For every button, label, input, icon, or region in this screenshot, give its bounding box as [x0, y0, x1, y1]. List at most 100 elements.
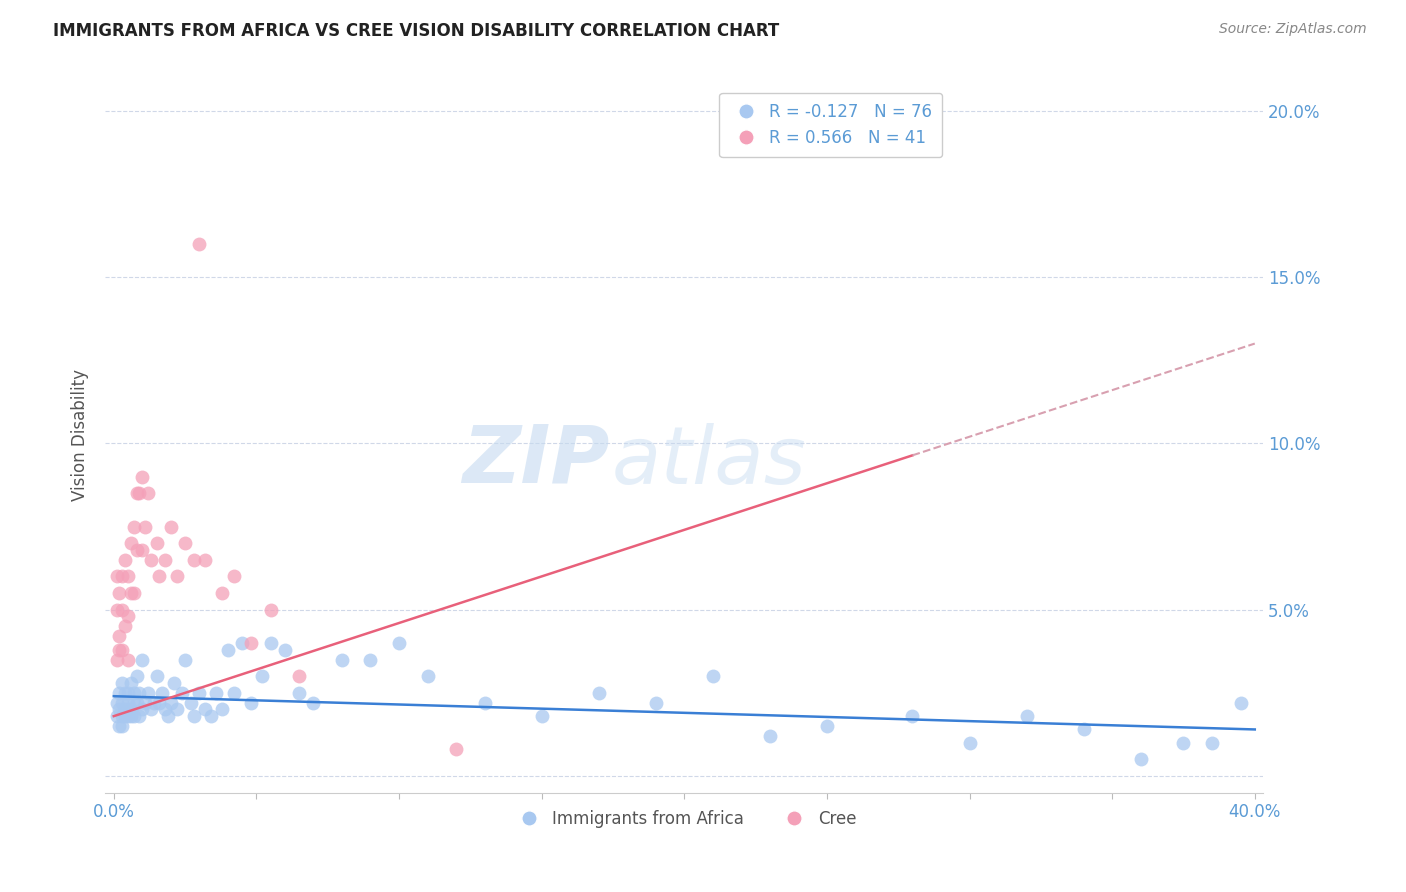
Point — [114, 702, 136, 716]
Point — [139, 702, 162, 716]
Point — [122, 586, 145, 600]
Point — [231, 636, 253, 650]
Point — [274, 642, 297, 657]
Point — [222, 569, 245, 583]
Point — [166, 702, 188, 716]
Point — [759, 729, 782, 743]
Point — [239, 636, 262, 650]
Point — [114, 709, 136, 723]
Point — [131, 469, 153, 483]
Point — [114, 553, 136, 567]
Point — [105, 709, 128, 723]
Point — [120, 709, 142, 723]
Point — [105, 603, 128, 617]
Point — [222, 686, 245, 700]
Point — [105, 569, 128, 583]
Point — [239, 696, 262, 710]
Text: Source: ZipAtlas.com: Source: ZipAtlas.com — [1219, 22, 1367, 37]
Point — [330, 652, 353, 666]
Text: atlas: atlas — [612, 423, 806, 501]
Point — [588, 686, 610, 700]
Point — [250, 669, 273, 683]
Point — [125, 669, 148, 683]
Point — [122, 709, 145, 723]
Point — [131, 542, 153, 557]
Point — [108, 586, 131, 600]
Point — [180, 696, 202, 710]
Point — [444, 742, 467, 756]
Point — [117, 609, 139, 624]
Point — [120, 676, 142, 690]
Point — [108, 629, 131, 643]
Point — [1229, 696, 1251, 710]
Point — [105, 696, 128, 710]
Point — [139, 553, 162, 567]
Point — [131, 652, 153, 666]
Point — [148, 696, 170, 710]
Point — [163, 676, 186, 690]
Point — [136, 486, 159, 500]
Point — [416, 669, 439, 683]
Point — [128, 686, 150, 700]
Point — [128, 486, 150, 500]
Point — [194, 702, 217, 716]
Point — [159, 519, 181, 533]
Point — [388, 636, 411, 650]
Point — [136, 686, 159, 700]
Point — [145, 669, 167, 683]
Point — [111, 676, 134, 690]
Point — [117, 652, 139, 666]
Point — [200, 709, 222, 723]
Point — [108, 642, 131, 657]
Point — [644, 696, 666, 710]
Point — [188, 686, 211, 700]
Point — [156, 709, 179, 723]
Point — [260, 603, 283, 617]
Point — [134, 519, 156, 533]
Point — [145, 536, 167, 550]
Point — [111, 696, 134, 710]
Point — [125, 542, 148, 557]
Point — [530, 709, 553, 723]
Point — [117, 709, 139, 723]
Point — [205, 686, 228, 700]
Point — [125, 486, 148, 500]
Point — [111, 642, 134, 657]
Point — [142, 696, 165, 710]
Point — [1173, 736, 1195, 750]
Point — [211, 586, 233, 600]
Point — [117, 569, 139, 583]
Point — [174, 536, 197, 550]
Point — [959, 736, 981, 750]
Point — [702, 669, 724, 683]
Point — [120, 702, 142, 716]
Point — [148, 569, 170, 583]
Point — [1015, 709, 1038, 723]
Point — [153, 702, 176, 716]
Point — [120, 586, 142, 600]
Point — [901, 709, 924, 723]
Point — [108, 686, 131, 700]
Point — [134, 696, 156, 710]
Point — [128, 709, 150, 723]
Point — [474, 696, 496, 710]
Point — [114, 619, 136, 633]
Legend: Immigrants from Africa, Cree: Immigrants from Africa, Cree — [506, 803, 863, 834]
Point — [108, 702, 131, 716]
Point — [166, 569, 188, 583]
Point — [1073, 723, 1095, 737]
Text: ZIP: ZIP — [461, 421, 609, 500]
Point — [105, 652, 128, 666]
Point — [108, 719, 131, 733]
Point — [172, 686, 194, 700]
Point — [288, 669, 311, 683]
Point — [815, 719, 838, 733]
Point — [122, 519, 145, 533]
Point — [122, 686, 145, 700]
Point — [260, 636, 283, 650]
Point — [159, 696, 181, 710]
Point — [183, 553, 205, 567]
Point — [125, 696, 148, 710]
Point — [302, 696, 325, 710]
Point — [288, 686, 311, 700]
